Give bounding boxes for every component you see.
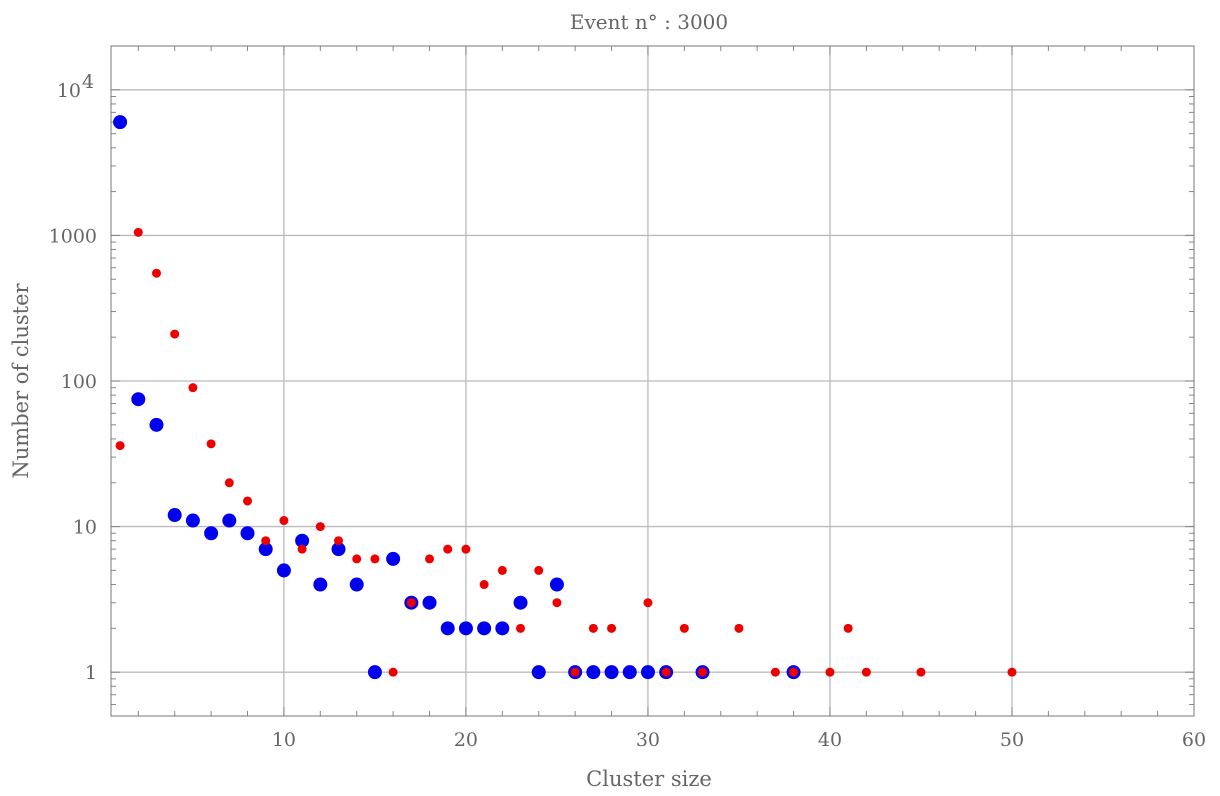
- series-1-point-38: [916, 667, 926, 677]
- series-1-point-24: [552, 598, 562, 608]
- series-0-point-9: [276, 563, 291, 578]
- y-tick-label-4: 10: [57, 80, 81, 102]
- series-0-point-23: [531, 665, 546, 680]
- series-1-point-16: [406, 598, 416, 608]
- series-0-point-6: [222, 513, 237, 528]
- grid-lines: [111, 46, 1194, 716]
- series-0-point-13: [349, 577, 364, 592]
- chart-title: Event n° : 3000: [570, 10, 728, 34]
- series-1-point-32: [734, 623, 744, 633]
- series-1-point-12: [334, 536, 344, 546]
- series-0-point-8: [258, 542, 273, 557]
- series-1-point-0: [115, 441, 125, 451]
- series-1-point-20: [479, 580, 489, 590]
- series-1-point-4: [188, 383, 198, 393]
- series-0-point-4: [185, 513, 200, 528]
- series-0-point-29: [640, 665, 655, 680]
- y-tick-label-2: 100: [61, 371, 97, 393]
- x-tick-label-4: 50: [1000, 729, 1024, 751]
- series-1-point-36: [843, 623, 853, 633]
- series-0-point-1: [131, 392, 146, 407]
- series-1-point-8: [261, 536, 271, 546]
- series-1-point-5: [206, 439, 216, 449]
- series-1-point-17: [425, 554, 435, 564]
- series-1-point-2: [152, 268, 162, 278]
- series-0-point-3: [167, 508, 182, 523]
- x-tick-label-1: 20: [454, 729, 478, 751]
- x-tick-label-2: 30: [636, 729, 660, 751]
- y-axis-label: Number of cluster: [9, 282, 33, 478]
- series-0-point-20: [477, 621, 492, 636]
- x-tick-labels: 10 20 30 40 50 60: [272, 729, 1206, 751]
- minor-ticks: [111, 45, 1194, 717]
- series-1-point-7: [243, 496, 253, 506]
- plot-frame: [110, 45, 1195, 717]
- x-tick-label-5: 60: [1182, 729, 1206, 751]
- series-0-point-24: [549, 577, 564, 592]
- series-0-point-2: [149, 417, 164, 432]
- series-1-point-39: [1007, 667, 1017, 677]
- y-tick-label-3: 1000: [49, 225, 97, 247]
- series-1-point-34: [789, 667, 799, 677]
- series-1-point-10: [297, 544, 307, 554]
- x-tick-label-3: 40: [818, 729, 842, 751]
- series-0-point-19: [458, 621, 473, 636]
- series-1-point-11: [315, 522, 325, 532]
- series-0-point-27: [604, 665, 619, 680]
- data-points: [113, 115, 1017, 680]
- series-1-point-29: [661, 667, 671, 677]
- series-1-point-9: [279, 516, 289, 526]
- series-0-point-5: [204, 526, 219, 541]
- series-0-point-0: [113, 115, 128, 130]
- series-1-point-3: [170, 329, 180, 339]
- series-0-point-22: [513, 595, 528, 610]
- series-1-point-22: [516, 623, 526, 633]
- series-0-point-7: [240, 526, 255, 541]
- series-0-point-28: [622, 665, 637, 680]
- series-1-point-19: [461, 544, 471, 554]
- x-tick-label-0: 10: [272, 729, 296, 751]
- x-axis-label: Cluster size: [586, 767, 712, 791]
- series-1-point-31: [698, 667, 708, 677]
- series-1-point-13: [352, 554, 362, 564]
- series-1-point-15: [388, 667, 398, 677]
- series-1-point-6: [224, 478, 234, 488]
- series-1-point-18: [443, 544, 453, 554]
- series-0-point-26: [586, 665, 601, 680]
- series-1-point-37: [861, 667, 871, 677]
- series-1-point-26: [588, 623, 598, 633]
- series-0-point-17: [422, 595, 437, 610]
- series-1-point-35: [825, 667, 835, 677]
- series-0-point-15: [386, 551, 401, 566]
- series-0-point-14: [367, 665, 382, 680]
- series-0-point-10: [295, 533, 310, 548]
- y-tick-label-1: 10: [73, 517, 97, 539]
- series-1-point-33: [770, 667, 780, 677]
- series-0-point-11: [313, 577, 328, 592]
- y-tick-exponent-4: 4: [82, 71, 94, 93]
- series-1-point-25: [570, 667, 580, 677]
- series-1-point-27: [607, 623, 617, 633]
- series-1-point-30: [679, 623, 689, 633]
- series-1-point-1: [133, 227, 143, 237]
- series-1-point-21: [497, 565, 507, 575]
- series-0-point-21: [495, 621, 510, 636]
- y-tick-label-0: 1: [85, 662, 97, 684]
- series-1-point-14: [370, 554, 380, 564]
- series-0-point-18: [440, 621, 455, 636]
- series-1-point-23: [534, 565, 544, 575]
- series-1-point-28: [643, 598, 653, 608]
- series-0-point-12: [331, 542, 346, 557]
